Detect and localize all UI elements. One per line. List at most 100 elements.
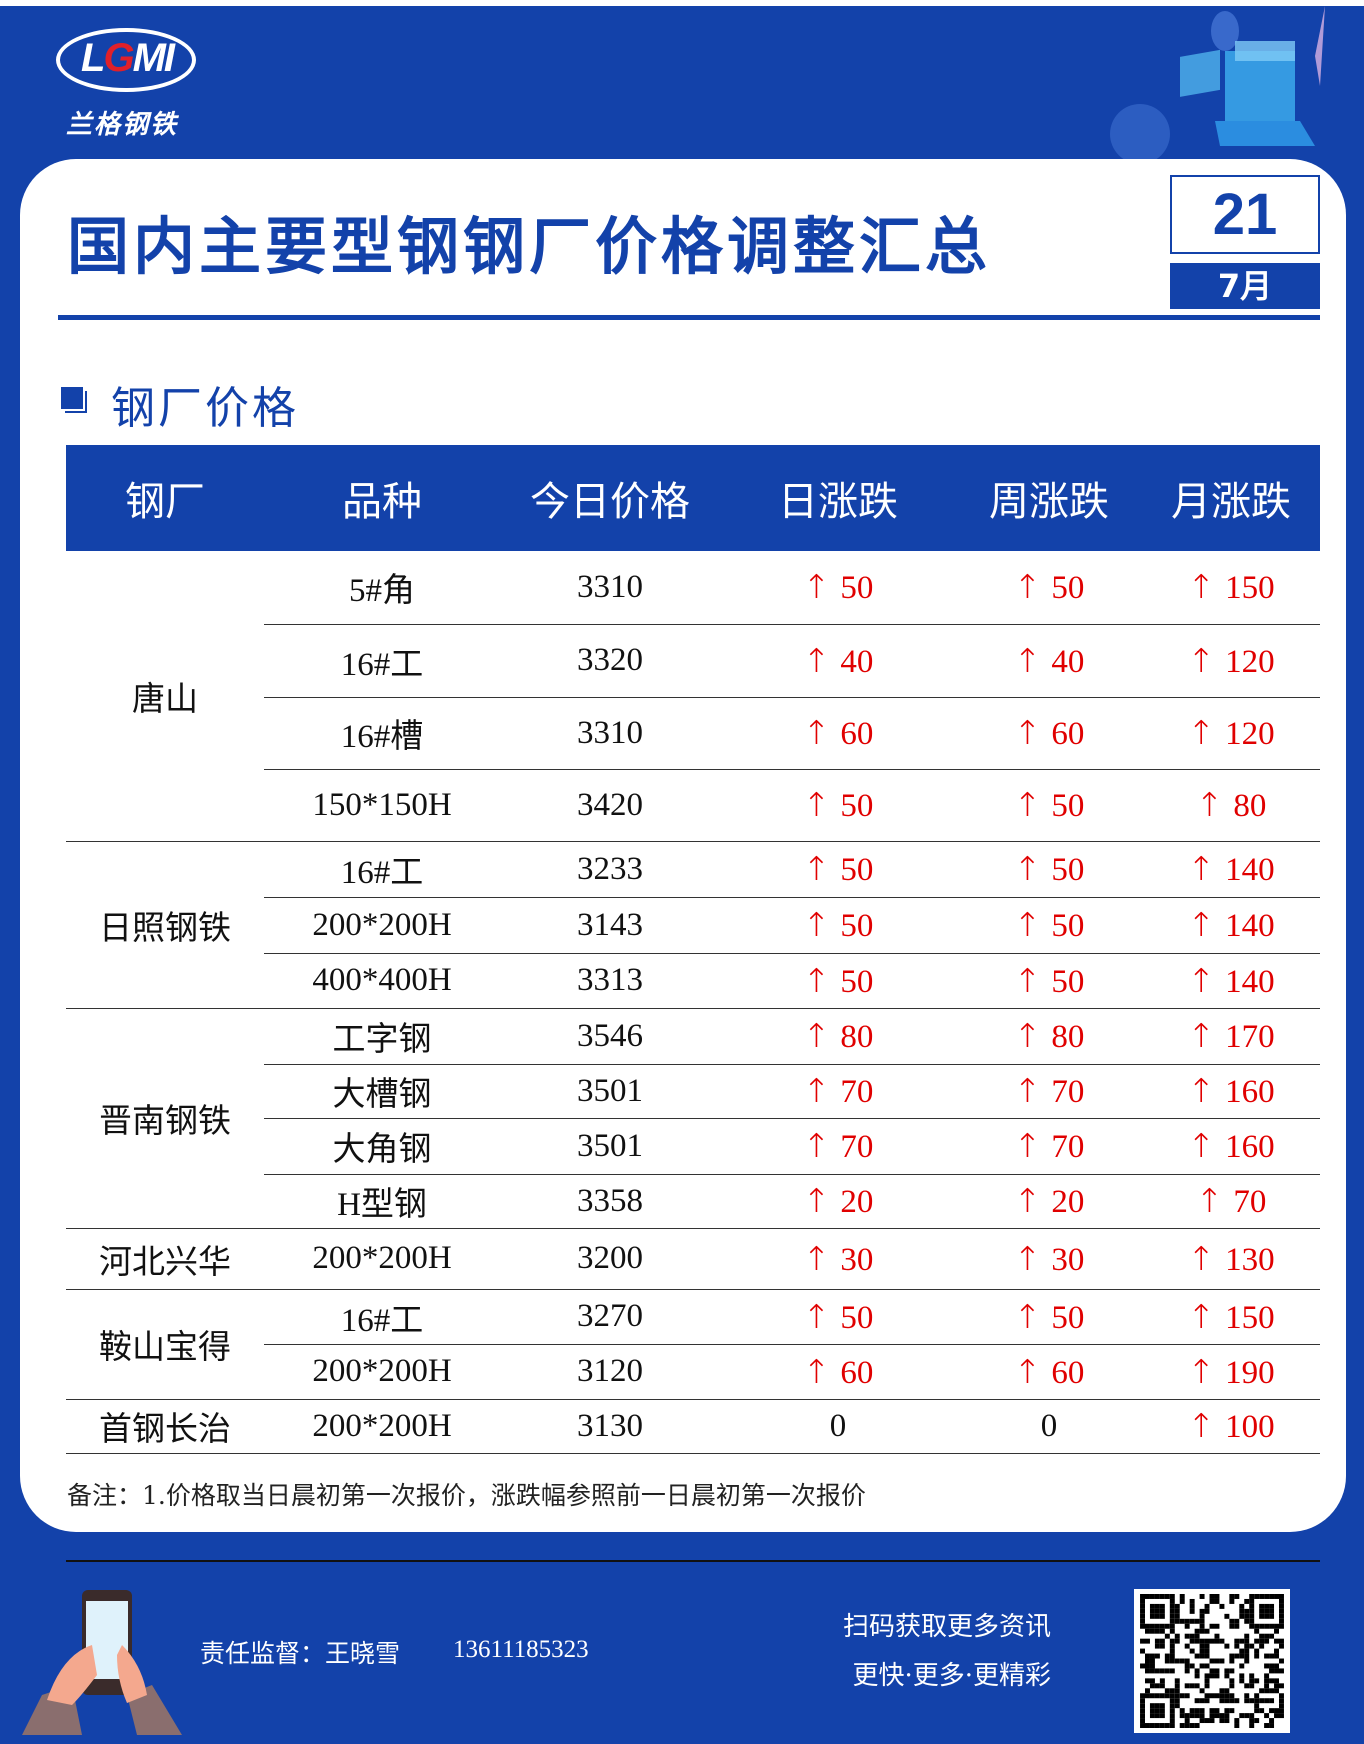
change-value: 140 xyxy=(1225,852,1275,888)
change-value: 50 xyxy=(1051,788,1085,824)
table-row: 大角钢 3501 ↑ 70 ↑ 70 ↑ 160 xyxy=(66,1118,1320,1175)
table-row: 200*200H 3120 ↑ 60 ↑ 60 ↑ 190 xyxy=(66,1344,1320,1400)
price-cell: 3310 xyxy=(500,551,720,625)
mill-name: 晋南钢铁 xyxy=(66,1008,264,1229)
change-value: 50 xyxy=(840,963,874,1000)
price-cell: 3143 xyxy=(500,897,720,954)
qr-code[interactable] xyxy=(1134,1589,1290,1733)
up-arrow-icon: ↑ xyxy=(1013,1126,1042,1165)
date-month: 7月 xyxy=(1170,263,1320,309)
up-arrow-icon: ↑ xyxy=(1187,1296,1216,1336)
up-arrow-icon: ↑ xyxy=(802,640,831,680)
up-arrow-icon: ↑ xyxy=(1013,1071,1042,1110)
day-change-cell: ↑ 60 xyxy=(720,697,956,770)
month-change-cell: ↑ 70 xyxy=(1142,1174,1320,1229)
change-value: 140 xyxy=(1225,963,1275,1000)
table-header-row: 钢厂 品种 今日价格 日涨跌 周涨跌 月涨跌 xyxy=(66,445,1320,551)
table-row: 16#工 3320 ↑ 40 ↑ 40 ↑ 120 xyxy=(66,624,1320,698)
up-arrow-icon: ↑ xyxy=(802,713,831,752)
product-cell: 工字钢 xyxy=(264,1008,500,1065)
up-arrow-icon: ↑ xyxy=(1013,905,1042,944)
day-change-cell: ↑ 40 xyxy=(720,624,956,698)
lgmi-logo: LGMI 兰格钢铁 xyxy=(52,24,202,140)
up-arrow-icon: ↑ xyxy=(802,905,831,944)
week-change-cell: ↑ 30 xyxy=(956,1228,1142,1290)
change-value: 50 xyxy=(1051,852,1085,888)
table-row: 150*150H 3420 ↑ 50 ↑ 50 ↑ 80 xyxy=(66,769,1320,842)
week-change-cell: ↑ 50 xyxy=(956,551,1142,625)
up-arrow-icon: ↑ xyxy=(802,960,831,1000)
change-value: 50 xyxy=(840,788,874,824)
month-change-cell: ↑ 160 xyxy=(1142,1118,1320,1175)
up-arrow-icon: ↑ xyxy=(1013,567,1042,607)
laptop-illustration xyxy=(1110,6,1325,164)
day-change-cell: ↑ 80 xyxy=(720,1008,956,1065)
up-arrow-icon: ↑ xyxy=(1013,785,1042,824)
table-row: 日照钢铁 16#工 3233 ↑ 50 ↑ 50 ↑ 140 xyxy=(66,841,1320,1009)
change-value: 30 xyxy=(840,1241,874,1278)
change-value: 150 xyxy=(1225,1299,1275,1336)
week-change-cell: ↑ 50 xyxy=(956,897,1142,954)
table-row: 大槽钢 3501 ↑ 70 ↑ 70 ↑ 160 xyxy=(66,1064,1320,1119)
up-arrow-icon: ↑ xyxy=(802,1296,831,1336)
day-change-cell: ↑ 70 xyxy=(720,1118,956,1175)
change-value: 70 xyxy=(1051,1074,1085,1110)
week-change-cell: ↑ 50 xyxy=(956,1289,1142,1345)
price-cell: 3501 xyxy=(500,1064,720,1119)
month-change-cell: ↑ 120 xyxy=(1142,697,1320,770)
scan-prompt: 扫码获取更多资讯 xyxy=(842,1612,1051,1642)
change-value: 50 xyxy=(1051,963,1085,1000)
table-row: 16#槽 3310 ↑ 60 ↑ 60 ↑ 120 xyxy=(66,697,1320,770)
price-cell: 3420 xyxy=(500,769,720,842)
mill-name: 首钢长治 xyxy=(66,1399,264,1454)
up-arrow-icon: ↑ xyxy=(1013,849,1042,888)
up-arrow-icon: ↑ xyxy=(1013,1351,1042,1391)
footnote: 备注：1.价格取当日晨初第一次报价，涨跌幅参照前一日晨初第一次报价 xyxy=(67,1481,866,1510)
product-cell: 16#工 xyxy=(264,1289,500,1345)
price-cell: 3270 xyxy=(500,1289,720,1345)
up-arrow-icon: ↑ xyxy=(1187,640,1216,680)
responsible-person: 责任监督：王晓雪 xyxy=(200,1639,401,1668)
week-change-cell: ↑ 50 xyxy=(956,769,1142,842)
date-day: 21 xyxy=(1170,175,1320,254)
week-change-cell: ↑ 50 xyxy=(956,953,1142,1009)
col-mill: 钢厂 xyxy=(66,445,264,551)
up-arrow-icon: ↑ xyxy=(1187,567,1216,607)
week-change-cell: ↑ 80 xyxy=(956,1008,1142,1065)
day-change-cell: ↑ 50 xyxy=(720,897,956,954)
scan-slogan: 更快·更多·更精彩 xyxy=(852,1661,1051,1691)
up-arrow-icon: ↑ xyxy=(1013,1016,1042,1055)
month-change-cell: ↑ 150 xyxy=(1142,551,1320,625)
change-value: 60 xyxy=(1051,716,1085,752)
up-arrow-icon: ↑ xyxy=(802,1181,831,1220)
product-cell: 400*400H xyxy=(264,953,500,1009)
change-value: 60 xyxy=(840,1354,874,1391)
month-change-cell: ↑ 100 xyxy=(1142,1399,1320,1454)
month-change-cell: ↑ 140 xyxy=(1142,953,1320,1009)
product-cell: 大槽钢 xyxy=(264,1064,500,1119)
mill-name: 河北兴华 xyxy=(66,1228,264,1290)
change-value: 0 xyxy=(1040,1407,1058,1444)
change-value: 50 xyxy=(1051,1299,1085,1336)
up-arrow-icon: ↑ xyxy=(802,785,831,824)
up-arrow-icon: ↑ xyxy=(1187,1406,1216,1445)
price-cell: 3200 xyxy=(500,1228,720,1290)
up-arrow-icon: ↑ xyxy=(1013,1238,1042,1278)
product-cell: 200*200H xyxy=(264,1344,500,1400)
change-value: 30 xyxy=(1051,1241,1085,1278)
table-row: 唐山 5#角 3310 ↑ 50 ↑ 50 ↑ 150 xyxy=(66,551,1320,842)
change-value: 160 xyxy=(1225,1129,1275,1165)
product-cell: H型钢 xyxy=(264,1174,500,1229)
change-value: 50 xyxy=(840,852,874,888)
change-value: 140 xyxy=(1225,908,1275,944)
product-cell: 200*200H xyxy=(264,897,500,954)
change-value: 60 xyxy=(1051,1354,1085,1391)
product-cell: 大角钢 xyxy=(264,1118,500,1175)
change-value: 120 xyxy=(1225,643,1275,680)
table-row: H型钢 3358 ↑ 20 ↑ 20 ↑ 70 xyxy=(66,1174,1320,1229)
product-cell: 16#槽 xyxy=(264,697,500,770)
price-cell: 3546 xyxy=(500,1008,720,1065)
month-change-cell: ↑ 120 xyxy=(1142,624,1320,698)
square-bullet-icon xyxy=(61,387,87,413)
change-value: 150 xyxy=(1225,570,1275,607)
